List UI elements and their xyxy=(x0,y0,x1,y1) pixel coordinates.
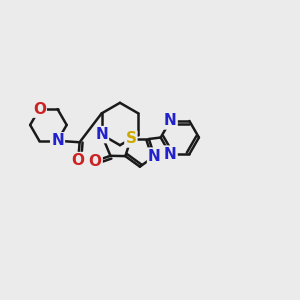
Text: O: O xyxy=(33,102,46,117)
Text: N: N xyxy=(164,113,177,128)
Text: S: S xyxy=(125,131,136,146)
Text: N: N xyxy=(95,127,108,142)
Text: N: N xyxy=(51,133,64,148)
Text: N: N xyxy=(148,148,161,164)
Text: N: N xyxy=(164,147,177,162)
Text: O: O xyxy=(72,153,85,168)
Text: O: O xyxy=(88,154,102,169)
